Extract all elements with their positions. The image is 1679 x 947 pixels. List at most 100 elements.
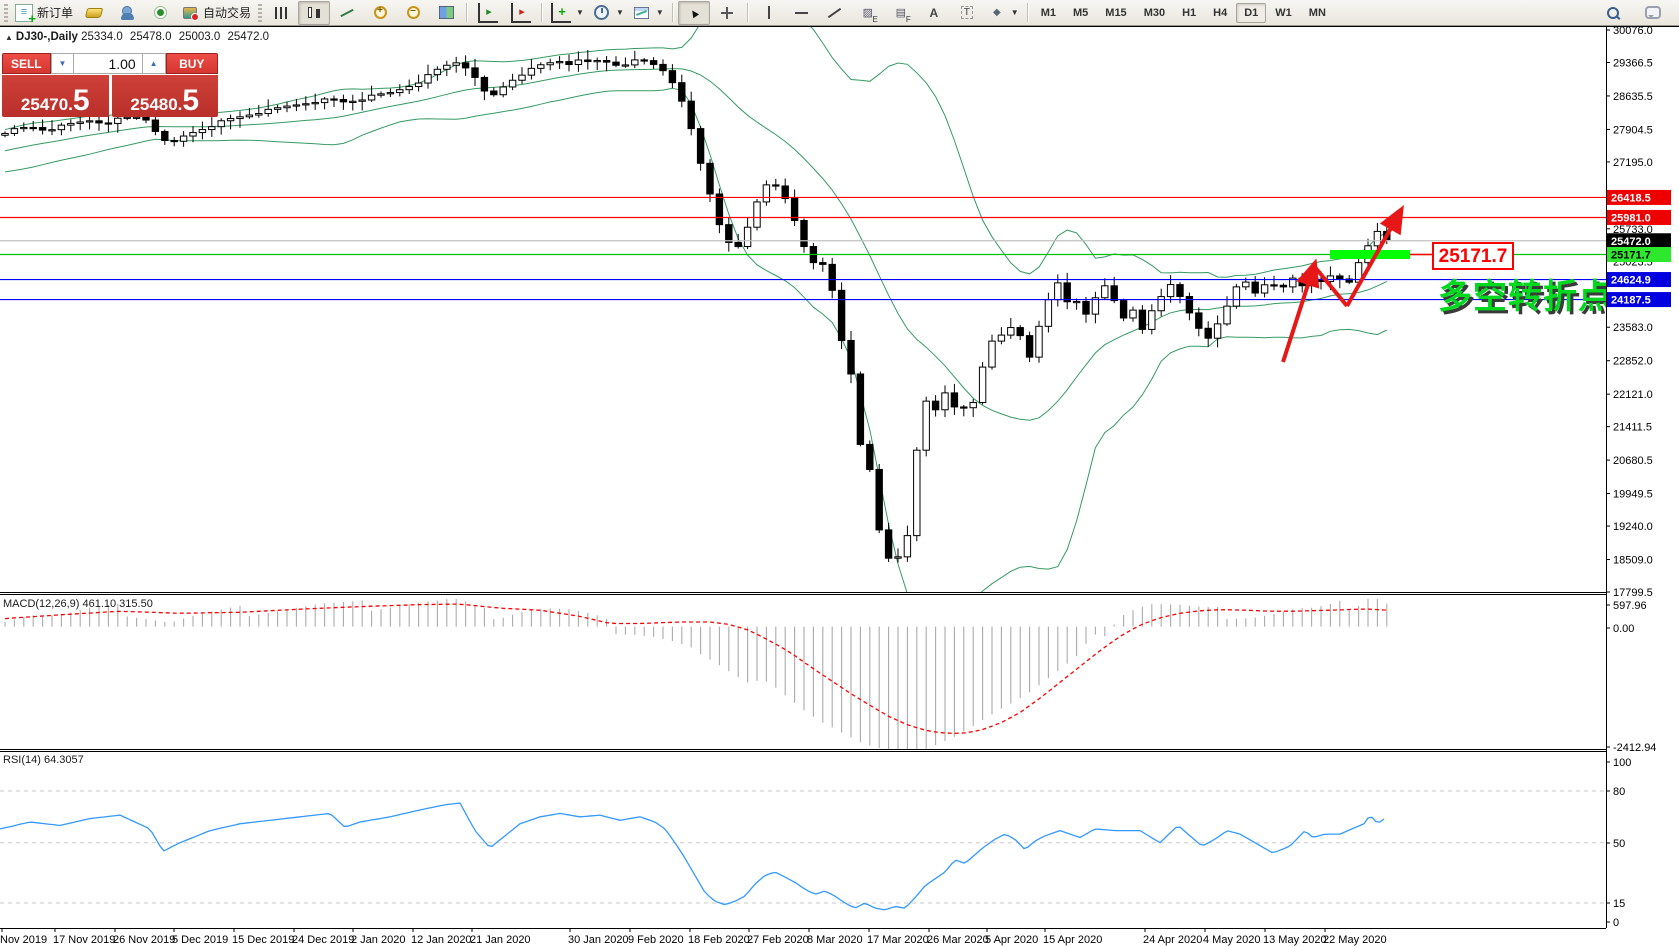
highlight-bar[interactable] bbox=[1330, 250, 1410, 260]
svg-text:17 Mar 2020: 17 Mar 2020 bbox=[867, 934, 929, 946]
crosshair-icon bbox=[717, 3, 736, 22]
svg-text:26 Nov 2019: 26 Nov 2019 bbox=[113, 934, 175, 946]
toolbar-separator bbox=[1026, 3, 1029, 22]
price-scale[interactable]: 30076.0 29366.5 28635.5 27904.5 27195.0 25733… bbox=[1606, 25, 1671, 929]
zigzag-down[interactable] bbox=[1312, 264, 1349, 308]
svg-text:19949.5: 19949.5 bbox=[1613, 489, 1653, 501]
horizontal-line-icon bbox=[793, 4, 811, 22]
dropdown-arrow-icon[interactable]: ▼ bbox=[655, 8, 664, 17]
text-button[interactable] bbox=[918, 1, 950, 25]
price-tag-box[interactable] bbox=[1432, 242, 1514, 270]
svg-text:12 Jan 2020: 12 Jan 2020 bbox=[411, 934, 472, 946]
line-chart-icon bbox=[338, 4, 356, 22]
line-chart-button[interactable] bbox=[331, 1, 363, 25]
dropdown-arrow-icon[interactable]: ▼ bbox=[576, 8, 584, 17]
toolbar-right-group bbox=[1597, 1, 1677, 25]
indicators-button[interactable]: ▼ bbox=[547, 1, 588, 25]
low-value: 25003.0 bbox=[178, 31, 221, 43]
equidistant-channel-icon bbox=[859, 4, 877, 24]
bar-chart-icon bbox=[272, 4, 290, 22]
price-tag-text: 25171.7 bbox=[1439, 246, 1508, 267]
buy-price-box[interactable]: 25480. 5 bbox=[111, 75, 218, 117]
cursor-button[interactable] bbox=[677, 0, 710, 25]
trendline-button[interactable] bbox=[819, 1, 851, 25]
svg-text:29366.5: 29366.5 bbox=[1613, 57, 1653, 69]
fibonacci-button[interactable] bbox=[885, 1, 917, 25]
auto-scroll-icon bbox=[478, 2, 499, 23]
timeframe-d1-button[interactable]: D1 bbox=[1236, 2, 1267, 23]
chart-shift-button[interactable] bbox=[505, 1, 537, 25]
tile-windows-button[interactable] bbox=[430, 1, 462, 25]
trade-panel-prices: 25470. 5 25480. 5 bbox=[2, 75, 218, 117]
text-label-icon bbox=[958, 4, 976, 22]
crosshair-button[interactable] bbox=[711, 1, 743, 25]
text-label-button[interactable] bbox=[951, 1, 983, 25]
bar-chart-button[interactable] bbox=[265, 1, 297, 25]
buy-button[interactable]: BUY bbox=[165, 53, 218, 74]
timeframe-m30-button[interactable]: M30 bbox=[1143, 6, 1166, 19]
zoom-in-button[interactable] bbox=[364, 1, 396, 25]
arrows-button[interactable]: ▼ bbox=[984, 1, 1023, 25]
svg-text:30076.0: 30076.0 bbox=[1613, 25, 1653, 37]
svg-text:15 Apr 2020: 15 Apr 2020 bbox=[1043, 934, 1102, 946]
bollinger-upper-band bbox=[4, 27, 1388, 278]
svg-text:18 Feb 2020: 18 Feb 2020 bbox=[688, 934, 750, 946]
auto-trading-button[interactable]: 自动交易 bbox=[177, 1, 255, 25]
chart-title: ▲ DJ30-,Daily 25334.0 25478.0 25003.0 254… bbox=[5, 31, 273, 43]
svg-text:17799.5: 17799.5 bbox=[1613, 587, 1653, 599]
candlestick-chart-button[interactable] bbox=[298, 0, 331, 25]
svg-text:25733.0: 25733.0 bbox=[1613, 224, 1653, 236]
rsi-label: RSI(14) 64.3057 bbox=[3, 754, 84, 766]
timeframe-m15-button[interactable]: M15 bbox=[1105, 6, 1127, 19]
volume-decrease-button[interactable]: ▼ bbox=[50, 53, 75, 74]
horizontal-line-button[interactable] bbox=[786, 1, 818, 25]
sell-button[interactable]: SELL bbox=[2, 53, 51, 74]
zoom-out-button[interactable] bbox=[397, 1, 429, 25]
timeframe-w1-button[interactable]: W1 bbox=[1275, 6, 1292, 19]
trade-panel-controls: SELL ▼ 1.00 ▲ BUY bbox=[2, 53, 218, 74]
buy-price-big-digit: 5 bbox=[182, 84, 200, 117]
templates-button[interactable]: ▼ bbox=[629, 1, 668, 25]
search-button[interactable] bbox=[1597, 1, 1629, 25]
volume-increase-button[interactable]: ▲ bbox=[141, 53, 166, 74]
timeframe-m5-button[interactable]: M5 bbox=[1073, 6, 1089, 19]
zigzag-arrow-up2[interactable] bbox=[1345, 205, 1404, 307]
vertical-line-button[interactable] bbox=[753, 1, 785, 25]
sell-price: 25470. bbox=[20, 95, 73, 114]
svg-text:17 Nov 2019: 17 Nov 2019 bbox=[53, 934, 115, 946]
templates-icon bbox=[633, 4, 651, 22]
timeframe-mn-button[interactable]: MN bbox=[1308, 6, 1326, 19]
dropdown-arrow-icon[interactable]: ▼ bbox=[615, 8, 624, 17]
sell-price-box[interactable]: 25470. 5 bbox=[2, 75, 109, 117]
auto-scroll-button[interactable] bbox=[472, 1, 504, 25]
timeframe-h4-button[interactable]: H4 bbox=[1213, 6, 1228, 19]
svg-text:21411.5: 21411.5 bbox=[1613, 422, 1652, 434]
one-click-trade-panel: SELL ▼ 1.00 ▲ BUY 25470. 5 25480. 5 bbox=[2, 53, 218, 117]
timeframe-h1-button[interactable]: H1 bbox=[1182, 6, 1197, 19]
toolbar-separator bbox=[746, 3, 749, 22]
new-order-button[interactable]: 新订单 bbox=[11, 1, 77, 26]
community-chat-button[interactable] bbox=[1637, 1, 1669, 25]
svg-text:22 May 2020: 22 May 2020 bbox=[1323, 934, 1387, 946]
periods-button[interactable]: ▼ bbox=[589, 1, 628, 25]
market-gold-button[interactable] bbox=[78, 1, 110, 25]
dropdown-arrow-icon[interactable]: ▼ bbox=[1010, 8, 1019, 17]
increase-arrow-icon: ▲ bbox=[149, 59, 158, 68]
timeframe-m1-button[interactable]: M1 bbox=[1040, 6, 1056, 19]
svg-text:-2412.94: -2412.94 bbox=[1613, 742, 1656, 754]
market-gold-icon bbox=[85, 4, 103, 22]
signals-button[interactable] bbox=[144, 1, 176, 25]
svg-text:30 Jan 2020: 30 Jan 2020 bbox=[568, 934, 629, 946]
equidistant-channel-button[interactable] bbox=[852, 1, 884, 25]
svg-text:24624.9: 24624.9 bbox=[1611, 275, 1651, 287]
toolbar-grip[interactable] bbox=[258, 3, 263, 22]
arrows-icon bbox=[988, 4, 1006, 22]
volume-input[interactable]: 1.00 bbox=[74, 53, 142, 74]
community-profile-button[interactable] bbox=[111, 1, 143, 25]
zigzag-arrow-up1[interactable] bbox=[1281, 258, 1320, 363]
toolbar-grip[interactable] bbox=[4, 3, 8, 22]
svg-text:27195.0: 27195.0 bbox=[1613, 157, 1653, 169]
bollinger-lower-band bbox=[4, 87, 1388, 593]
